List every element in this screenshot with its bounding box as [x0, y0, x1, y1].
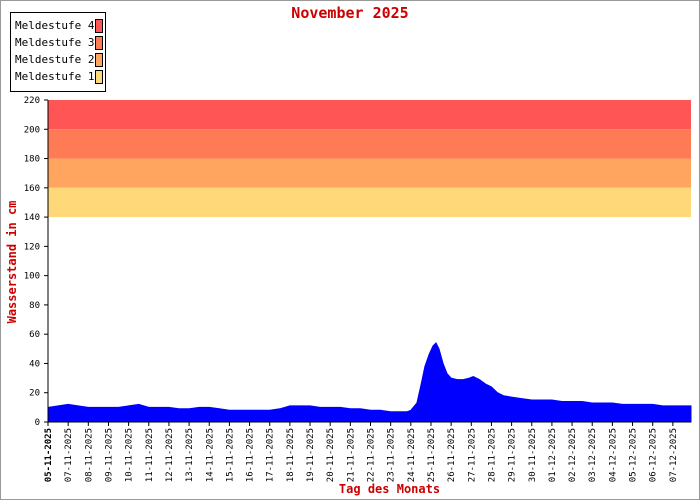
warning-band-2 [48, 158, 691, 188]
y-tick-label: 200 [24, 125, 40, 135]
legend-swatch [95, 36, 103, 50]
y-tick-label: 40 [29, 359, 40, 369]
legend-label: Meldestufe 1 [15, 70, 95, 83]
x-tick-label: 25-11-2025 [427, 428, 437, 482]
x-tick-label: 03-12-2025 [588, 428, 598, 482]
legend-item-meldestufe-4: Meldestufe 4 [15, 17, 103, 34]
x-tick-label: 27-11-2025 [467, 428, 477, 482]
x-tick-label: 26-11-2025 [447, 428, 457, 482]
x-tick-label: 28-11-2025 [487, 428, 497, 482]
legend-swatch [95, 53, 103, 67]
x-tick-label: 23-11-2025 [387, 428, 397, 482]
x-tick-label: 18-11-2025 [286, 428, 296, 482]
y-tick-label: 220 [24, 96, 40, 106]
water-level-area [47, 342, 692, 423]
legend-item-meldestufe-2: Meldestufe 2 [15, 51, 103, 68]
x-tick-label: 16-11-2025 [246, 428, 256, 482]
x-tick-label: 19-11-2025 [306, 428, 316, 482]
y-tick-label: 0 [35, 418, 40, 428]
warning-band-4 [48, 100, 691, 130]
legend-label: Meldestufe 2 [15, 53, 95, 66]
x-tick-label: 08-11-2025 [84, 428, 94, 482]
x-tick-label: 06-12-2025 [649, 428, 659, 482]
legend-label: Meldestufe 3 [15, 36, 95, 49]
chart-title: November 2025 [291, 4, 409, 22]
warning-band-1 [48, 187, 691, 218]
x-tick-label: 10-11-2025 [125, 428, 135, 482]
x-tick-label: 05-12-2025 [629, 428, 639, 482]
y-tick-label: 20 [29, 389, 40, 399]
x-tick-label: 22-11-2025 [367, 428, 377, 482]
x-tick-label: 11-11-2025 [145, 428, 155, 482]
y-tick-label: 100 [24, 272, 40, 282]
legend-item-meldestufe-1: Meldestufe 1 [15, 68, 103, 85]
x-tick-label: 21-11-2025 [346, 428, 356, 482]
y-tick-label: 140 [24, 213, 40, 223]
x-tick-label: 30-11-2025 [528, 428, 538, 482]
x-tick-label: 24-11-2025 [407, 428, 417, 482]
warning-band-3 [48, 129, 691, 159]
y-tick-label: 60 [29, 330, 40, 340]
y-axis-label: Wasserstand in cm [5, 201, 19, 324]
x-tick-label: 05-11-2025 [44, 428, 54, 482]
x-axis-label: Tag des Monats [339, 482, 440, 496]
legend: Meldestufe 4 Meldestufe 3 Meldestufe 2 M… [10, 12, 106, 92]
x-tick-label: 17-11-2025 [266, 428, 276, 482]
x-tick-label: 29-11-2025 [508, 428, 518, 482]
x-tick-label: 07-11-2025 [64, 428, 74, 482]
legend-swatch [95, 70, 103, 84]
y-tick-label: 80 [29, 301, 40, 311]
legend-item-meldestufe-3: Meldestufe 3 [15, 34, 103, 51]
x-tick-label: 02-12-2025 [568, 428, 578, 482]
y-tick-label: 120 [24, 242, 40, 252]
x-tick-label: 07-12-2025 [669, 428, 679, 482]
x-tick-label: 04-12-2025 [608, 428, 618, 482]
x-tick-label: 01-12-2025 [548, 428, 558, 482]
x-tick-label: 20-11-2025 [326, 428, 336, 482]
legend-label: Meldestufe 4 [15, 19, 95, 32]
x-tick-label: 09-11-2025 [104, 428, 114, 482]
x-tick-label: 12-11-2025 [165, 428, 175, 482]
y-tick-label: 160 [24, 184, 40, 194]
x-tick-label: 13-11-2025 [185, 428, 195, 482]
x-tick-label: 14-11-2025 [205, 428, 215, 482]
legend-swatch [95, 19, 103, 33]
y-tick-label: 180 [24, 155, 40, 165]
x-tick-label: 15-11-2025 [225, 428, 235, 482]
